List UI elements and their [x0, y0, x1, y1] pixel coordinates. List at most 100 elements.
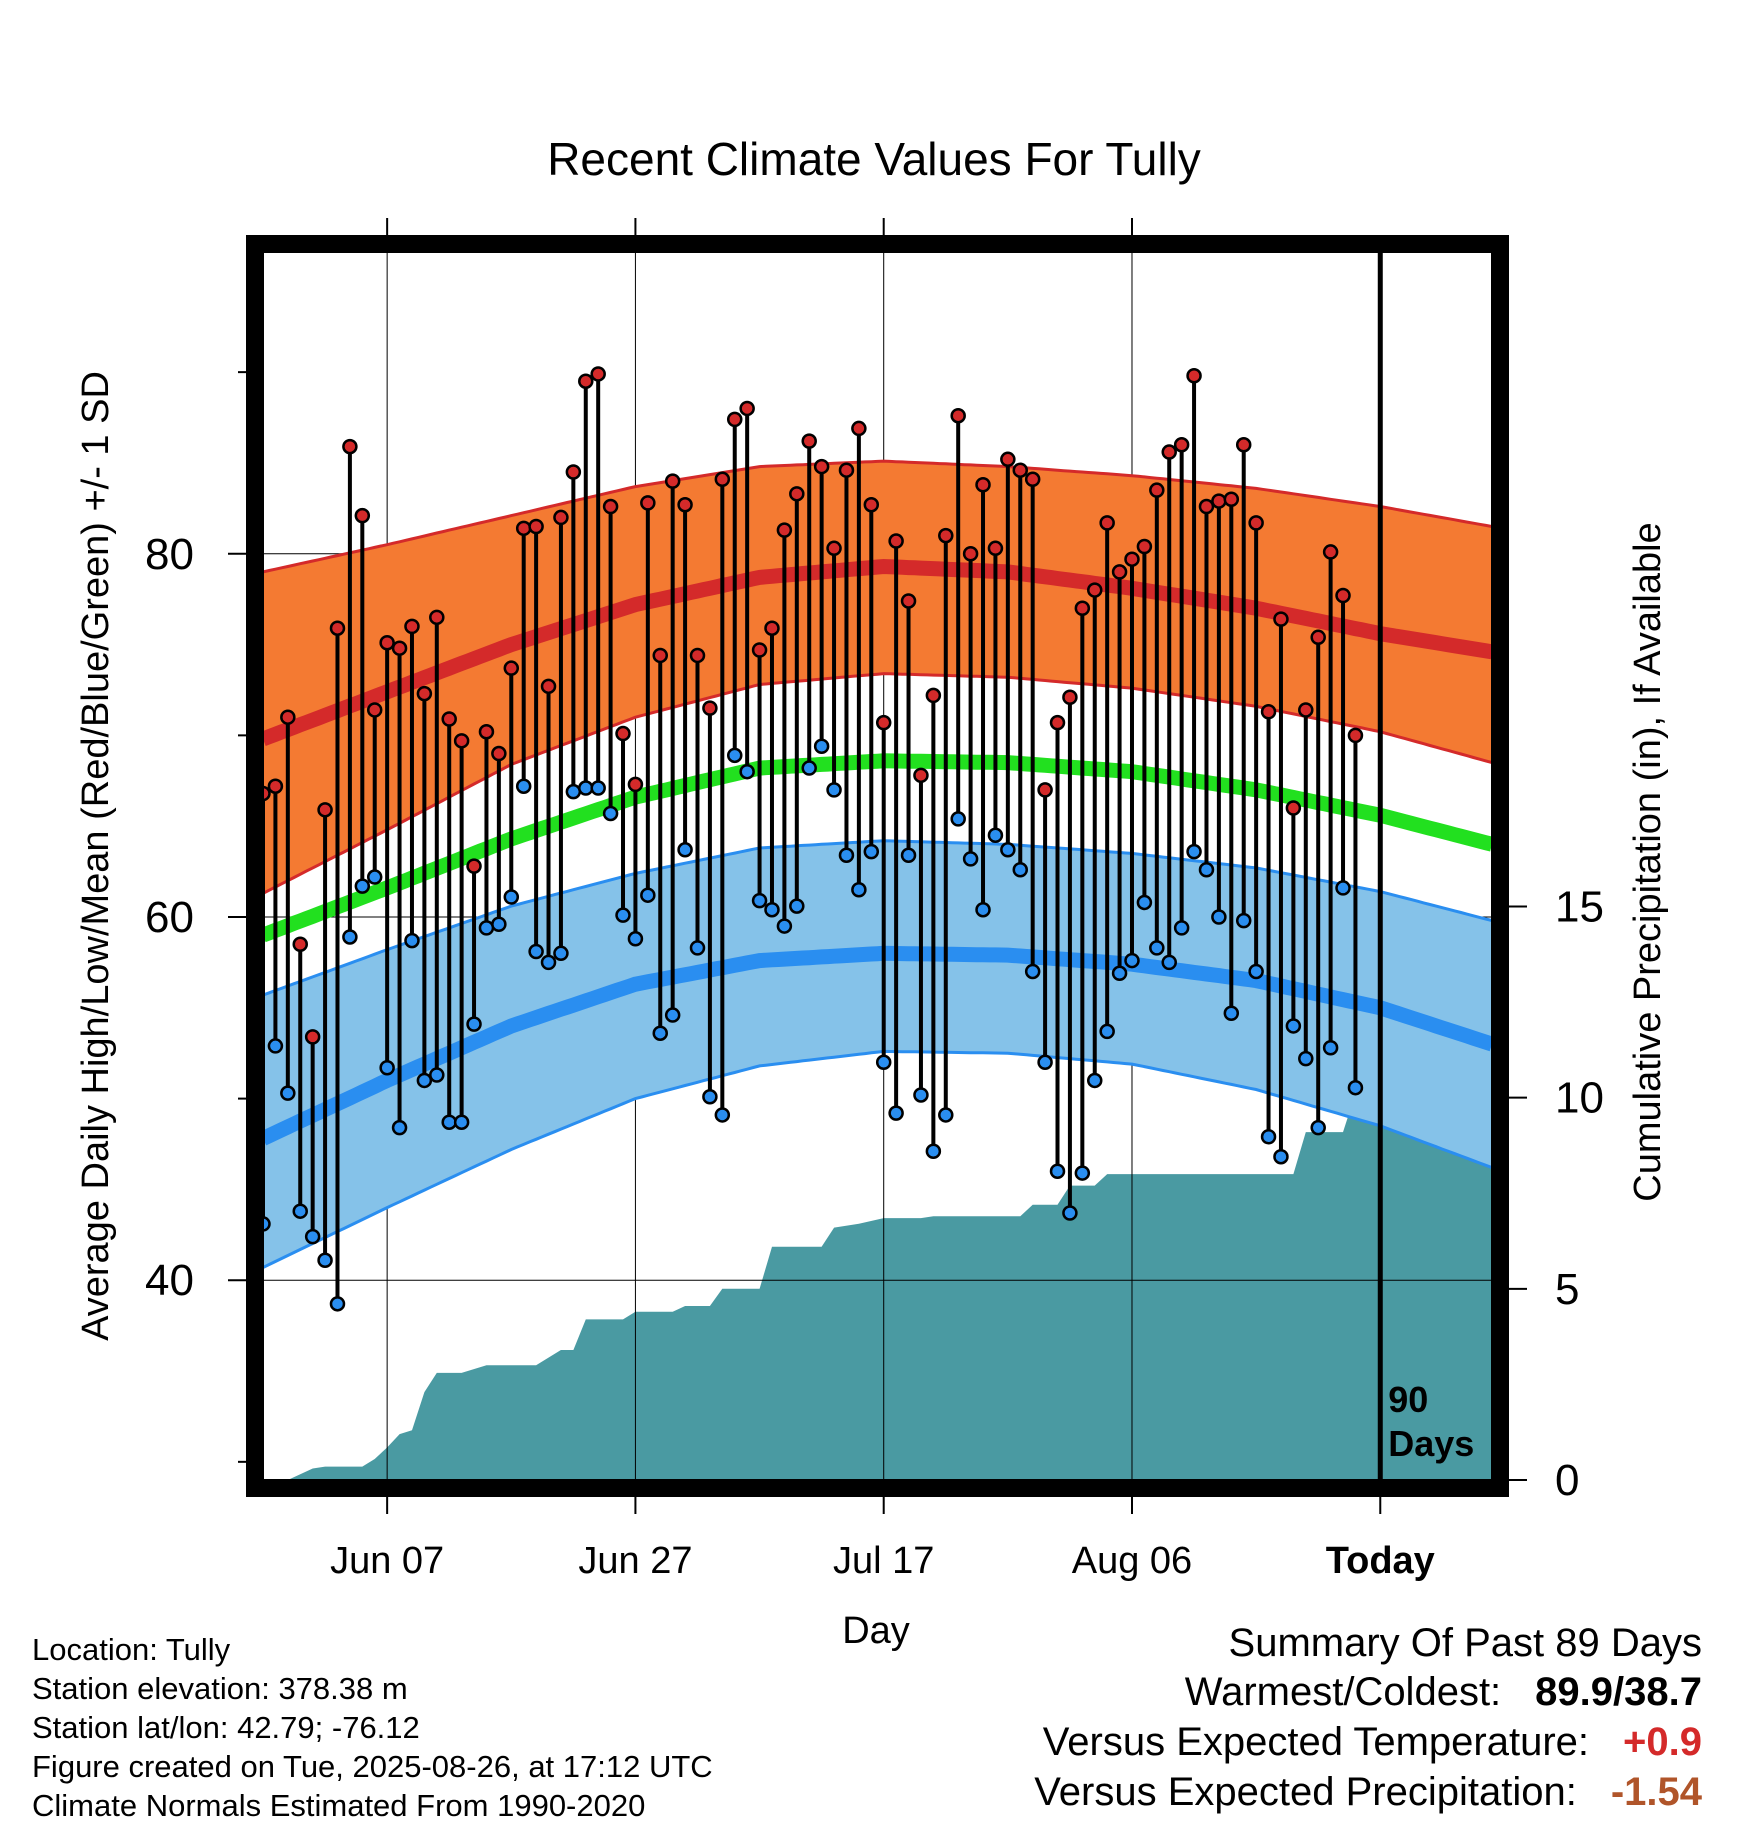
daily-low-point: [1186, 843, 1202, 860]
daily-low-point: [652, 1025, 669, 1041]
daily-low-point: [838, 847, 855, 863]
daily-high-point: [1099, 515, 1115, 531]
daily-high-point: [416, 685, 433, 702]
daily-high-point: [1149, 482, 1165, 498]
daily-low-point: [962, 851, 979, 867]
daily-high-point: [267, 778, 284, 794]
normal-high-upper-line: [263, 459, 1492, 574]
daily-high-point: [888, 533, 904, 549]
daily-low-point: [1012, 862, 1029, 878]
created-text: Figure created on Tue, 2025-08-26, at 17…: [32, 1749, 713, 1784]
daily-high-point: [838, 462, 855, 478]
daily-low-point: [689, 940, 706, 956]
daily-low-point: [1211, 909, 1227, 925]
daily-low-point: [404, 932, 420, 949]
daily-high-point: [366, 702, 383, 718]
daily-low-point: [1322, 1040, 1339, 1056]
daily-low-point: [826, 782, 842, 798]
daily-high-point: [1322, 544, 1339, 560]
daily-high-point: [938, 527, 954, 544]
daily-high-point: [304, 1029, 321, 1045]
daily-high-point: [578, 373, 594, 389]
daily-low-point: [801, 760, 817, 776]
daily-high-point: [441, 711, 457, 727]
temp-value: +0.9: [1623, 1720, 1702, 1764]
daily-high-point: [292, 936, 308, 952]
daily-low-point: [304, 1228, 321, 1245]
daily-low-point: [1198, 862, 1215, 878]
daily-low-point: [1310, 1119, 1326, 1136]
daily-high-point: [677, 496, 693, 513]
daily-high-point: [900, 593, 917, 609]
daily-low-point: [950, 811, 966, 827]
daily-high-point: [263, 785, 271, 802]
daily-low-point: [280, 1085, 296, 1101]
daily-low-point: [1000, 842, 1016, 858]
daily-low-point: [329, 1296, 346, 1312]
daily-high-point: [714, 471, 731, 488]
daily-high-point: [664, 473, 681, 489]
daily-low-point: [1235, 912, 1252, 929]
normal-low-upper-line: [263, 839, 1492, 997]
daily-low-point: [553, 945, 569, 962]
temp-label: Versus Expected Temperature:: [1042, 1720, 1590, 1764]
y-axis-left-label: Average Daily High/Low/Mean (Red/Blue/Gr…: [75, 371, 117, 1341]
daily-low-point: [267, 1038, 284, 1054]
daily-low-point: [1024, 963, 1041, 980]
daily-low-point: [1347, 1079, 1364, 1096]
daily-low-point: [515, 778, 532, 794]
daily-low-point: [540, 954, 557, 971]
daily-high-point: [1310, 629, 1326, 646]
daily-low-point: [491, 916, 507, 932]
daily-low-point: [565, 783, 582, 800]
daily-low-point: [714, 1107, 731, 1123]
daily-high-point: [478, 723, 495, 740]
daily-high-point: [987, 540, 1004, 557]
daily-low-point: [888, 1105, 904, 1121]
daily-low-point: [263, 1216, 271, 1232]
cumulative-precip-area: [263, 1082, 1492, 1480]
daily-low-point: [751, 892, 768, 909]
daily-high-point: [540, 678, 557, 695]
y-right-tick-label: 10: [1555, 1074, 1604, 1123]
daily-low-point: [354, 878, 371, 894]
daily-high-point: [528, 518, 544, 535]
daily-low-point: [1037, 1054, 1053, 1071]
normal-low-band: [263, 840, 1492, 1268]
daily-low-point: [366, 869, 383, 885]
daily-high-point: [590, 366, 606, 382]
daily-high-point: [1186, 368, 1202, 384]
daily-low-point: [503, 889, 520, 905]
daily-high-point: [851, 420, 867, 437]
daily-high-point: [726, 411, 743, 428]
y-left-tick-label: 40: [145, 1256, 194, 1305]
daily-low-point: [1149, 940, 1165, 956]
daily-high-point: [1273, 611, 1289, 627]
daily-low-point: [453, 1114, 470, 1130]
daily-low-point: [1062, 1205, 1078, 1221]
normal-low-mean-line: [263, 945, 1492, 1146]
daily-high-point: [615, 725, 631, 742]
daily-low-point: [938, 1107, 954, 1123]
x-tick-label: Jul 17: [833, 1540, 934, 1582]
daily-high-point: [751, 642, 768, 658]
plot-frame: [246, 235, 1509, 1497]
daily-low-point: [342, 929, 358, 945]
precip-label: Versus Expected Precipitation:: [1034, 1770, 1577, 1814]
daily-low-point: [913, 1087, 929, 1103]
daily-high-point: [1347, 727, 1364, 744]
normal-high-band: [263, 461, 1492, 894]
today-annotation-unit: Days: [1388, 1423, 1474, 1464]
daily-low-point: [1099, 1023, 1115, 1040]
daily-low-point: [1124, 952, 1140, 969]
daily-high-point: [602, 498, 619, 515]
daily-high-point: [1062, 689, 1078, 705]
daily-low-point: [466, 1016, 482, 1032]
daily-high-point: [801, 433, 817, 449]
daily-low-point: [602, 805, 619, 822]
daily-low-point: [677, 842, 693, 858]
daily-high-point: [1285, 800, 1302, 816]
x-tick-label: Jun 27: [578, 1540, 692, 1582]
